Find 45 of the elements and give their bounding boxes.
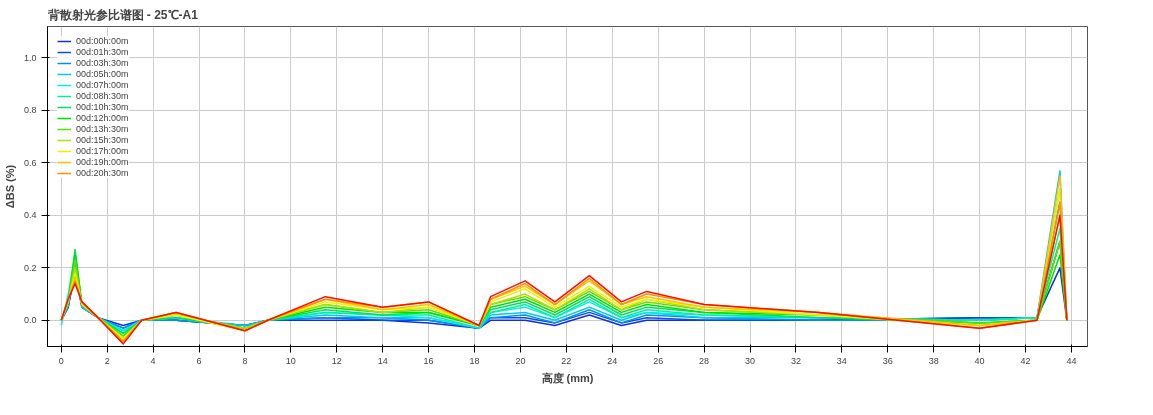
y-axis-title: ΔBS (%) [3, 164, 16, 209]
x-tick-label: 24 [607, 355, 618, 366]
legend-label: 00d:00h:00m [76, 36, 129, 46]
x-tick-label: 34 [836, 355, 847, 366]
legend-label: 00d:20h:30m [76, 168, 129, 178]
legend-label: 00d:12h:00m [76, 113, 129, 123]
x-tick-label: 6 [196, 355, 202, 366]
x-tick-label: 4 [150, 355, 156, 366]
legend-label: 00d:19h:00m [76, 157, 129, 167]
legend-label: 00d:01h:30m [76, 47, 129, 57]
x-tick-label: 10 [285, 355, 296, 366]
x-tick-label: 18 [469, 355, 480, 366]
y-tick-label: 0.0 [23, 315, 37, 326]
legend-label: 00d:08h:30m [76, 91, 129, 101]
legend-label: 00d:17h:00m [76, 146, 129, 156]
x-tick-label: 0 [58, 355, 64, 366]
legend-label: 00d:10h:30m [76, 102, 129, 112]
x-tick-label: 12 [331, 355, 342, 366]
x-tick-label: 16 [423, 355, 434, 366]
x-tick-label: 2 [104, 355, 110, 366]
x-tick-label: 38 [928, 355, 939, 366]
chart-title: 背散射光参比谱图 - 25℃-A1 [46, 7, 199, 22]
y-tick-label: 0.4 [23, 210, 37, 221]
x-tick-label: 20 [515, 355, 526, 366]
x-tick-label: 44 [1066, 355, 1077, 366]
legend-label: 00d:05h:00m [76, 69, 129, 79]
y-tick-label: 0.8 [23, 105, 37, 116]
x-tick-label: 14 [377, 355, 388, 366]
x-tick-label: 26 [653, 355, 664, 366]
legend-label: 00d:07h:00m [76, 80, 129, 90]
y-tick-label: 1.0 [23, 52, 37, 63]
legend-label: 00d:13h:30m [76, 124, 129, 134]
x-tick-label: 42 [1020, 355, 1031, 366]
x-tick-label: 30 [745, 355, 756, 366]
x-tick-label: 40 [974, 355, 985, 366]
y-tick-label: 0.6 [23, 157, 37, 168]
x-tick-label: 22 [561, 355, 572, 366]
x-tick-label: 28 [699, 355, 710, 366]
x-axis-title: 高度 (mm) [541, 371, 594, 384]
x-tick-label: 36 [882, 355, 893, 366]
legend-label: 00d:03h:30m [76, 58, 129, 68]
x-tick-label: 32 [790, 355, 801, 366]
x-tick-label: 8 [242, 355, 248, 366]
y-tick-label: 0.2 [23, 262, 37, 273]
legend-label: 00d:15h:30m [76, 135, 129, 145]
